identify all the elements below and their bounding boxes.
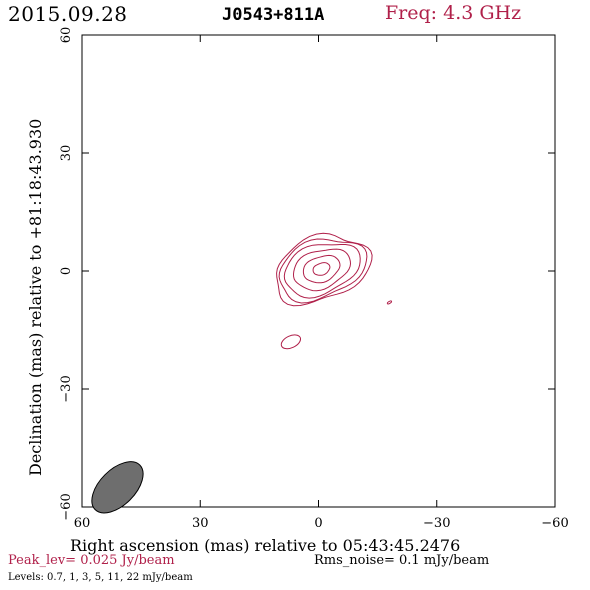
beam-ellipse: [91, 461, 144, 514]
x-tick-label: 30: [192, 516, 209, 531]
y-tick-label: −60: [59, 493, 74, 520]
x-axis-label: Right ascension (mas) relative to 05:43:…: [70, 536, 460, 555]
contour-line-core-22: [312, 262, 331, 276]
beam-ellipse-group: [91, 461, 144, 514]
contour-line-core-0.7: [276, 232, 373, 307]
rms-noise: Rms_noise= 0.1 mJy/beam: [314, 553, 490, 568]
y-tick-label: 30: [59, 145, 74, 162]
y-axis-label: Declination (mas) relative to +81:18:43.…: [26, 119, 45, 476]
contour-line-core-5: [292, 248, 352, 292]
contour-line-core-1: [278, 238, 368, 304]
x-tick-label: 0: [314, 516, 322, 531]
x-tick-label: 60: [74, 516, 91, 531]
y-tick-label: −30: [59, 375, 74, 402]
contour-group: [276, 232, 393, 350]
plot-frame: [81, 34, 556, 508]
source-name: J0543+811A: [222, 5, 325, 25]
contour-line-core-11: [302, 254, 341, 284]
y-tick-label: 0: [59, 267, 74, 275]
observation-date: 2015.09.28: [8, 2, 128, 26]
y-tick-label: 60: [59, 27, 74, 44]
x-tick-label: −60: [541, 516, 568, 531]
peak-level: Peak_lev= 0.025 Jy/beam: [8, 553, 175, 568]
contour-line-core-3: [283, 244, 361, 299]
contour-levels: Levels: 0.7, 1, 3, 5, 11, 22 mJy/beam: [8, 572, 193, 583]
x-tick-label: −30: [423, 516, 450, 531]
contour-line-west: [386, 300, 393, 305]
contour-line-south: [280, 334, 302, 350]
frequency-label: Freq: 4.3 GHz: [385, 2, 522, 24]
